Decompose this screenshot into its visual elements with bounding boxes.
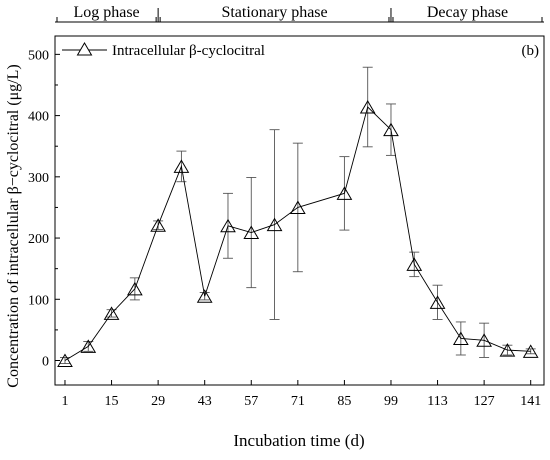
x-tick-label: 127 bbox=[474, 394, 495, 409]
x-tick-label: 57 bbox=[244, 394, 258, 409]
phase-label: Log phase bbox=[73, 4, 139, 21]
data-point-triangle bbox=[150, 218, 166, 232]
data-point-triangle bbox=[196, 289, 213, 303]
x-axis-label: Incubation time (d) bbox=[233, 431, 364, 450]
y-tick-label: 200 bbox=[28, 232, 49, 247]
data-point-triangle bbox=[476, 333, 492, 347]
y-tick-label: 300 bbox=[28, 171, 49, 186]
x-tick-label: 71 bbox=[291, 394, 305, 409]
x-tick-label: 15 bbox=[105, 394, 119, 409]
phase-label: Decay phase bbox=[427, 4, 508, 21]
data-point-triangle bbox=[103, 306, 120, 320]
legend-triangle-icon bbox=[76, 42, 93, 56]
series-line bbox=[64, 106, 531, 361]
data-point-triangle bbox=[429, 295, 446, 309]
x-tick-label: 29 bbox=[151, 394, 165, 409]
y-tick-label: 100 bbox=[28, 293, 49, 308]
data-point-triangle bbox=[499, 343, 516, 357]
phase-bar: Log phase Stationary phase Decay phase bbox=[55, 4, 544, 23]
x-tick-label: 113 bbox=[427, 394, 447, 409]
data-point-triangle bbox=[220, 218, 236, 233]
x-tick-label: 99 bbox=[384, 394, 398, 409]
data-point-triangle bbox=[57, 353, 73, 368]
y-tick-label: 0 bbox=[42, 355, 49, 370]
y-tick-label: 500 bbox=[28, 48, 49, 63]
data-point-triangle bbox=[126, 281, 143, 296]
phase-label: Stationary phase bbox=[221, 4, 327, 21]
data-point-triangle bbox=[289, 200, 306, 214]
data-point-triangle bbox=[173, 159, 190, 173]
legend: Intracellular β-cyclocitral bbox=[62, 42, 265, 59]
data-point-triangle bbox=[336, 186, 353, 200]
data-point-triangle bbox=[452, 331, 469, 345]
data-point-triangle bbox=[359, 100, 376, 114]
data-point-triangle bbox=[383, 122, 399, 137]
data-point-triangle bbox=[80, 339, 97, 353]
data-point-triangle bbox=[522, 344, 539, 358]
plot-frame bbox=[54, 35, 545, 386]
data-point-triangle bbox=[243, 225, 260, 240]
x-tick-label: 43 bbox=[198, 394, 212, 409]
y-axis-label: Concentration of intracellular β−cycloci… bbox=[5, 64, 22, 387]
data-point-triangle bbox=[266, 217, 283, 232]
y-tick-label: 400 bbox=[28, 110, 49, 125]
x-tick-label: 1 bbox=[61, 394, 68, 409]
x-tick-label: 141 bbox=[520, 394, 541, 409]
x-tick-label: 85 bbox=[337, 394, 351, 409]
data-point-triangle bbox=[406, 257, 423, 271]
panel-label: (b) bbox=[522, 43, 540, 59]
legend-label: Intracellular β-cyclocitral bbox=[112, 43, 265, 59]
